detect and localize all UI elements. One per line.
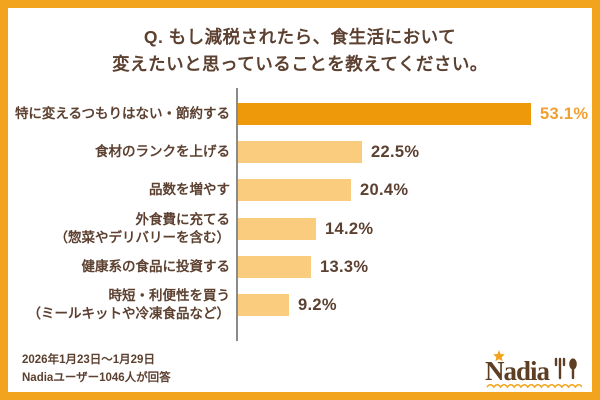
nadia-logo: Nadia (484, 349, 583, 392)
bar (238, 103, 531, 125)
category-label: 特に変えるつもりはない・節約する (14, 106, 230, 122)
bar (238, 294, 289, 316)
bar (238, 217, 316, 240)
value-label: 13.3% (320, 257, 369, 276)
value-label: 53.1% (540, 105, 589, 123)
star-icon (493, 350, 505, 362)
spoon-icon (569, 358, 577, 380)
bar (238, 179, 351, 202)
nadia-logo-graphic: Nadia (485, 350, 583, 389)
chart-title: Q. もし減税されたら、食生活において 変えたいと思っていることを教えてください… (8, 24, 592, 78)
category-label: 外食費に充てる （惣菜やデリバリーを含む） (54, 211, 231, 245)
category-label: 時短・利便性を買う （ミールキットや冷凍食品など） (27, 288, 231, 321)
category-label: 品数を増やす (149, 182, 230, 198)
chart-title-line2: 変えたいと思っていることを教えてください。 (112, 54, 488, 75)
value-label: 9.2% (298, 296, 337, 314)
survey-respondents: Nadiaユーザー1046人が回答 (22, 372, 171, 384)
y-axis-line (236, 88, 238, 341)
bar (238, 141, 362, 164)
fork-icon (554, 357, 566, 380)
bar (238, 255, 311, 278)
value-label: 20.4% (360, 181, 409, 200)
survey-period: 2026年1月23日～1月29日 (22, 354, 155, 366)
value-label: 22.5% (371, 143, 420, 162)
category-label: 食材のランクを上げる (95, 144, 230, 160)
logo-text: Nadia (485, 356, 551, 386)
bar-chart: 特に変えるつもりはない・節約する 53.1% 食材のランクを上げる 22.5% 品数を増… (8, 8, 592, 392)
chart-title-line1: Q. もし減税されたら、食生活において (143, 27, 457, 47)
category-label: 健康系の食品に投資する (81, 258, 231, 274)
survey-meta: 2026年1月23日～1月29日 Nadiaユーザー1046人が回答 (22, 351, 171, 387)
value-label: 14.2% (325, 219, 374, 238)
wavy-underline (486, 383, 583, 389)
